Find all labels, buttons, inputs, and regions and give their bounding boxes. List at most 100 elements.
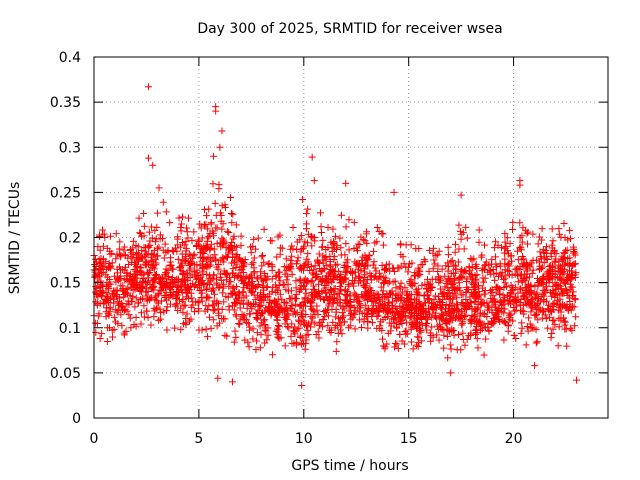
- data-point: [126, 292, 134, 300]
- data-point: [162, 288, 170, 296]
- data-point: [359, 259, 367, 267]
- data-point: [184, 214, 192, 222]
- data-point: [486, 287, 494, 295]
- data-point: [509, 218, 517, 226]
- data-point: [91, 271, 99, 279]
- data-point: [151, 271, 159, 279]
- data-point: [487, 294, 495, 302]
- data-point: [438, 265, 446, 273]
- data-point: [195, 307, 203, 315]
- data-point: [512, 283, 520, 291]
- data-point: [225, 303, 233, 311]
- data-point: [479, 284, 487, 292]
- data-point: [116, 253, 124, 261]
- data-point: [444, 293, 452, 301]
- data-point: [391, 340, 399, 348]
- data-point: [292, 295, 300, 303]
- data-point: [178, 250, 186, 258]
- data-point: [317, 229, 325, 237]
- data-point: [501, 319, 509, 327]
- data-point: [510, 307, 518, 315]
- data-point: [477, 301, 485, 309]
- data-point: [116, 238, 124, 246]
- data-point: [309, 314, 317, 322]
- data-point: [113, 275, 121, 283]
- data-point: [437, 315, 445, 323]
- data-point: [126, 314, 134, 322]
- data-point: [151, 226, 159, 234]
- data-point: [308, 233, 316, 240]
- data-point: [381, 277, 389, 285]
- data-point: [534, 316, 542, 324]
- data-point: [304, 205, 312, 213]
- data-point: [378, 326, 386, 334]
- data-point: [163, 269, 171, 277]
- data-point: [363, 230, 371, 238]
- data-point: [300, 279, 308, 287]
- data-point: [444, 354, 452, 362]
- data-point: [196, 287, 204, 295]
- data-point: [411, 272, 419, 280]
- data-point: [461, 341, 469, 349]
- data-point: [274, 322, 282, 330]
- data-point: [317, 267, 325, 275]
- x-axis-label: GPS time / hours: [291, 458, 408, 474]
- data-point: [287, 256, 295, 264]
- data-point: [531, 311, 539, 319]
- data-point: [172, 295, 180, 303]
- data-point: [166, 300, 174, 308]
- data-point: [258, 262, 266, 270]
- data-point: [221, 331, 229, 339]
- data-point: [110, 299, 118, 307]
- data-point: [199, 260, 207, 268]
- data-point: [518, 232, 526, 240]
- data-point: [321, 307, 329, 315]
- data-point: [228, 219, 236, 227]
- data-point: [211, 306, 219, 314]
- data-point: [144, 274, 152, 282]
- data-point: [275, 307, 283, 315]
- data-point: [333, 338, 341, 346]
- data-point: [455, 330, 463, 338]
- data-point: [263, 283, 271, 291]
- data-point: [188, 237, 196, 245]
- data-point: [225, 228, 233, 236]
- data-point: [500, 249, 508, 257]
- data-point: [570, 249, 578, 257]
- data-point: [463, 335, 471, 343]
- data-point: [365, 306, 373, 314]
- data-point: [556, 268, 564, 276]
- data-point: [106, 247, 114, 255]
- data-point: [471, 289, 479, 297]
- data-point: [441, 272, 449, 280]
- data-point: [356, 302, 364, 310]
- data-point: [423, 276, 431, 284]
- data-point: [94, 272, 102, 280]
- data-point: [375, 295, 383, 303]
- data-point: [549, 282, 557, 290]
- data-point: [299, 195, 307, 203]
- data-point: [239, 257, 247, 265]
- data-point: [301, 345, 309, 353]
- data-point: [404, 263, 412, 271]
- data-point: [315, 250, 323, 258]
- data-point: [346, 322, 354, 330]
- data-point: [517, 243, 525, 251]
- data-point: [478, 251, 486, 259]
- data-point: [140, 222, 148, 230]
- data-point: [336, 234, 344, 242]
- data-point-trough: [531, 362, 539, 370]
- data-point: [114, 320, 122, 328]
- data-point: [240, 300, 248, 308]
- data-point: [411, 306, 419, 314]
- data-point: [201, 206, 209, 214]
- data-point: [125, 261, 133, 269]
- data-point: [230, 338, 238, 346]
- data-point: [501, 230, 509, 238]
- data-point: [324, 243, 332, 251]
- data-point: [456, 286, 464, 294]
- data-point: [420, 299, 428, 307]
- data-point: [401, 284, 409, 292]
- data-point-peak: [310, 177, 318, 185]
- data-point: [417, 328, 425, 336]
